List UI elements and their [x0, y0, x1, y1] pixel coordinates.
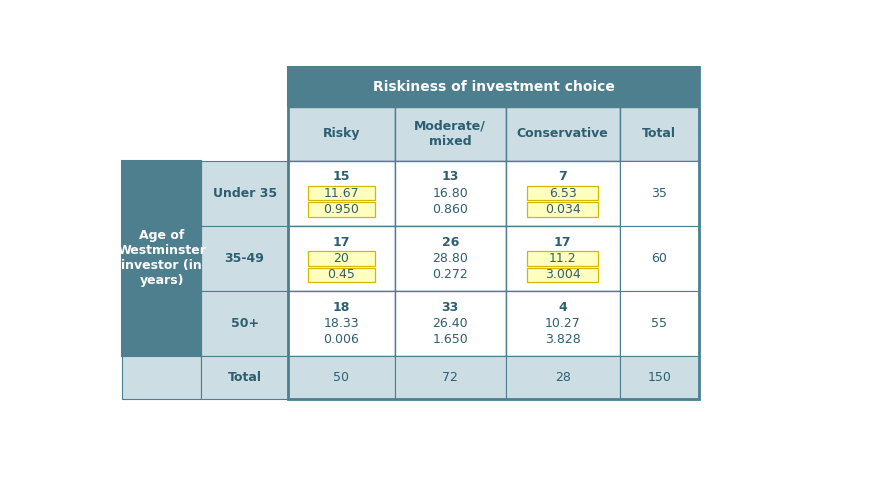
- Text: 11.67: 11.67: [324, 187, 359, 200]
- Bar: [308, 268, 375, 282]
- Bar: [395, 161, 506, 226]
- Bar: [288, 106, 395, 161]
- Text: 1.650: 1.650: [433, 333, 468, 347]
- Bar: [288, 226, 395, 291]
- Text: Riskiness of investment choice: Riskiness of investment choice: [373, 80, 615, 94]
- Text: 17: 17: [333, 236, 350, 249]
- Text: Under 35: Under 35: [212, 187, 277, 200]
- Text: 18.33: 18.33: [324, 317, 359, 330]
- Bar: [527, 268, 598, 282]
- Text: 35: 35: [651, 187, 667, 200]
- Text: Total: Total: [227, 371, 261, 384]
- Bar: [202, 161, 288, 226]
- Bar: [202, 356, 288, 399]
- Bar: [288, 67, 699, 399]
- Bar: [620, 356, 699, 399]
- Text: 72: 72: [442, 371, 458, 384]
- Text: 0.45: 0.45: [327, 268, 355, 281]
- Bar: [527, 251, 598, 266]
- Bar: [202, 106, 288, 161]
- Bar: [308, 186, 375, 200]
- Bar: [395, 356, 506, 399]
- Bar: [202, 291, 288, 356]
- Bar: [288, 161, 395, 226]
- Bar: [506, 356, 620, 399]
- Text: 50: 50: [334, 371, 350, 384]
- Text: Total: Total: [642, 127, 676, 140]
- Bar: [122, 161, 202, 356]
- Text: 33: 33: [442, 301, 458, 314]
- Text: Risky: Risky: [323, 127, 360, 140]
- Bar: [506, 291, 620, 356]
- Text: 7: 7: [558, 170, 567, 183]
- Text: 0.950: 0.950: [324, 203, 359, 216]
- Text: 16.80: 16.80: [433, 187, 468, 200]
- Text: 20: 20: [334, 252, 350, 265]
- Text: Moderate/
mixed: Moderate/ mixed: [414, 120, 486, 148]
- Text: 28.80: 28.80: [433, 252, 468, 265]
- Text: 50+: 50+: [230, 317, 259, 330]
- Text: 35-49: 35-49: [225, 252, 265, 265]
- Text: 15: 15: [333, 170, 350, 183]
- Text: 11.2: 11.2: [549, 252, 576, 265]
- Bar: [288, 67, 699, 106]
- Bar: [122, 67, 202, 106]
- Bar: [527, 186, 598, 200]
- Text: 6.53: 6.53: [549, 187, 576, 200]
- Text: 150: 150: [648, 371, 672, 384]
- Text: 3.828: 3.828: [545, 333, 581, 347]
- Bar: [620, 226, 699, 291]
- Text: Conservative: Conservative: [516, 127, 608, 140]
- Text: 60: 60: [651, 252, 667, 265]
- Bar: [395, 106, 506, 161]
- Bar: [620, 161, 699, 226]
- Bar: [288, 356, 395, 399]
- Text: 4: 4: [558, 301, 567, 314]
- Bar: [122, 106, 202, 161]
- Bar: [122, 356, 202, 399]
- Text: 3.004: 3.004: [545, 268, 581, 281]
- Text: 10.27: 10.27: [545, 317, 581, 330]
- Text: 28: 28: [555, 371, 571, 384]
- Bar: [202, 226, 288, 291]
- Text: 26: 26: [442, 236, 458, 249]
- Text: 18: 18: [333, 301, 350, 314]
- Bar: [620, 291, 699, 356]
- Text: 0.034: 0.034: [545, 203, 581, 216]
- Bar: [506, 106, 620, 161]
- Bar: [527, 202, 598, 217]
- Bar: [395, 291, 506, 356]
- Bar: [288, 291, 395, 356]
- Bar: [620, 106, 699, 161]
- Bar: [395, 226, 506, 291]
- Text: 0.272: 0.272: [433, 268, 468, 281]
- Text: 0.860: 0.860: [433, 203, 468, 216]
- Text: 17: 17: [554, 236, 571, 249]
- Text: 0.006: 0.006: [324, 333, 359, 347]
- Text: 26.40: 26.40: [433, 317, 468, 330]
- Bar: [308, 202, 375, 217]
- Bar: [506, 161, 620, 226]
- Text: 55: 55: [651, 317, 667, 330]
- Text: Age of
Westminster
investor (in
years): Age of Westminster investor (in years): [117, 229, 206, 287]
- Bar: [202, 67, 288, 106]
- Bar: [308, 251, 375, 266]
- Bar: [506, 226, 620, 291]
- Text: 13: 13: [442, 170, 458, 183]
